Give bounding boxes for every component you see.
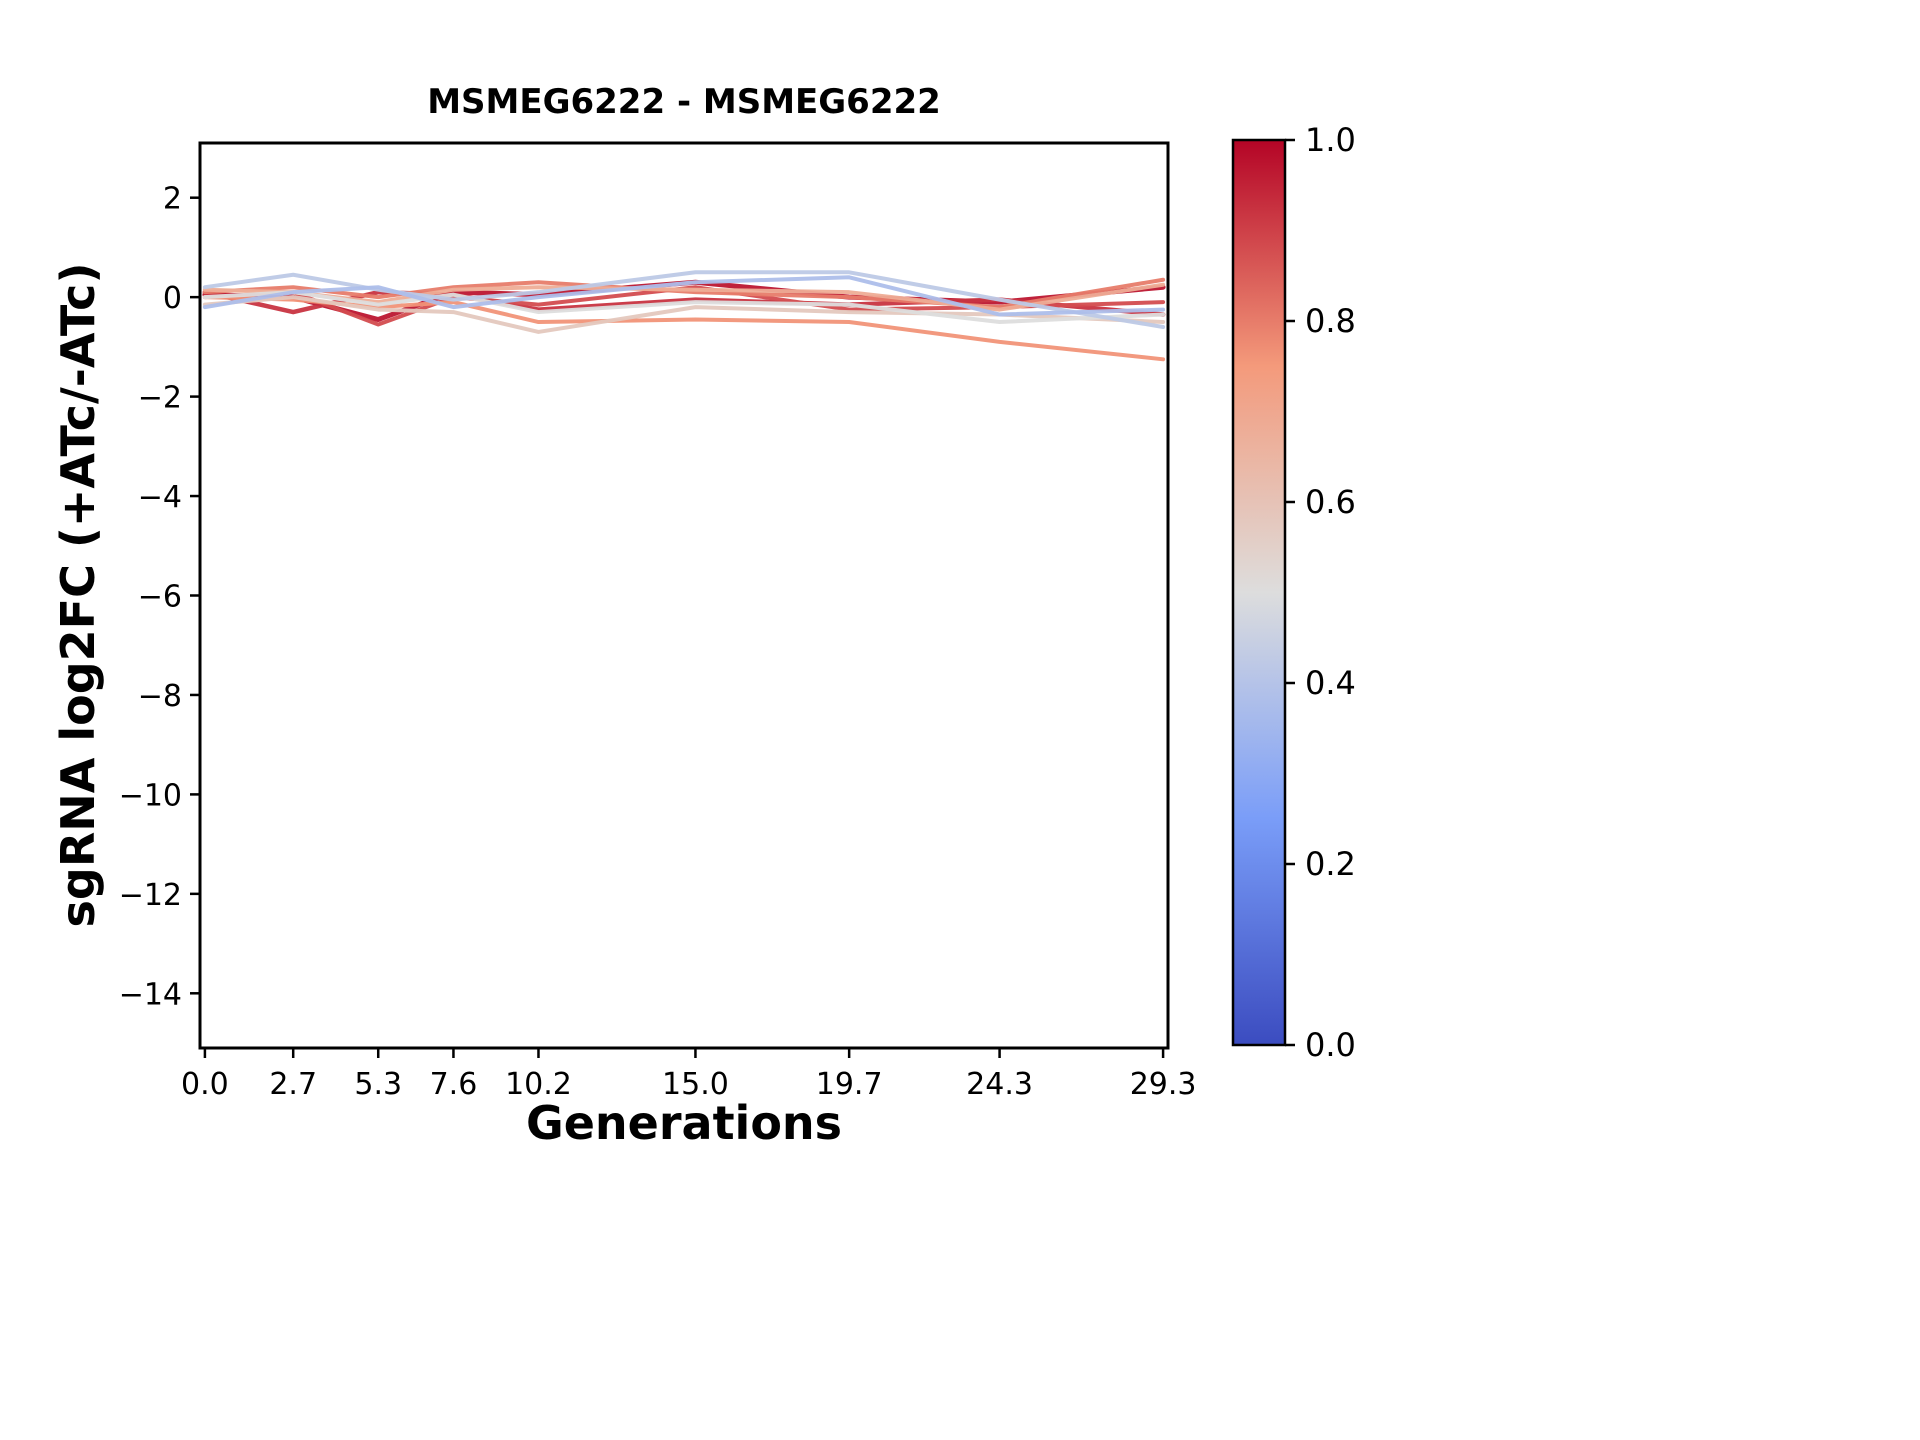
y-tick-label: −2 — [138, 381, 182, 416]
y-tick-label: −12 — [119, 878, 182, 913]
y-tick-label: −6 — [138, 580, 182, 615]
colorbar — [1233, 140, 1285, 1045]
x-tick-label: 15.0 — [662, 1067, 729, 1102]
x-tick-label: 2.7 — [269, 1067, 317, 1102]
x-tick-label: 5.3 — [354, 1067, 402, 1102]
colorbar-tick-label: 0.8 — [1305, 302, 1356, 340]
series-line — [202, 275, 1166, 317]
chart-title: MSMEG6222 - MSMEG6222 — [427, 82, 941, 122]
x-tick-label: 24.3 — [966, 1067, 1033, 1102]
y-tick-label: 0 — [163, 281, 182, 316]
colorbar-tick-label: 0.6 — [1305, 483, 1356, 521]
y-tick-label: −10 — [119, 778, 182, 813]
x-tick-label: 0.0 — [181, 1067, 229, 1102]
x-tick-label: 7.6 — [430, 1067, 478, 1102]
y-axis-label: sgRNA log2FC (+ATc/-ATc) — [51, 262, 105, 928]
colorbar-tick-label: 1.0 — [1305, 121, 1356, 159]
series-group — [202, 270, 1166, 362]
colorbar-outline — [1231, 138, 1287, 1047]
plot-area — [200, 143, 1168, 1048]
x-tick-label: 29.3 — [1130, 1067, 1197, 1102]
x-axis-label: Generations — [525, 1096, 843, 1150]
colorbar-tick-label: 0.2 — [1305, 845, 1356, 883]
series-line — [202, 270, 1166, 329]
y-tick-label: −14 — [119, 977, 182, 1012]
series-line — [202, 295, 1166, 334]
x-tick-label: 19.7 — [816, 1067, 883, 1102]
colorbar-tick-label: 0.0 — [1305, 1026, 1356, 1064]
y-tick-label: −8 — [138, 679, 182, 714]
series-line — [202, 290, 1166, 325]
y-tick-label: 2 — [163, 182, 182, 217]
y-tick-label: −4 — [138, 480, 182, 515]
colorbar-tick-label: 0.4 — [1305, 664, 1356, 702]
x-tick-label: 10.2 — [505, 1067, 572, 1102]
